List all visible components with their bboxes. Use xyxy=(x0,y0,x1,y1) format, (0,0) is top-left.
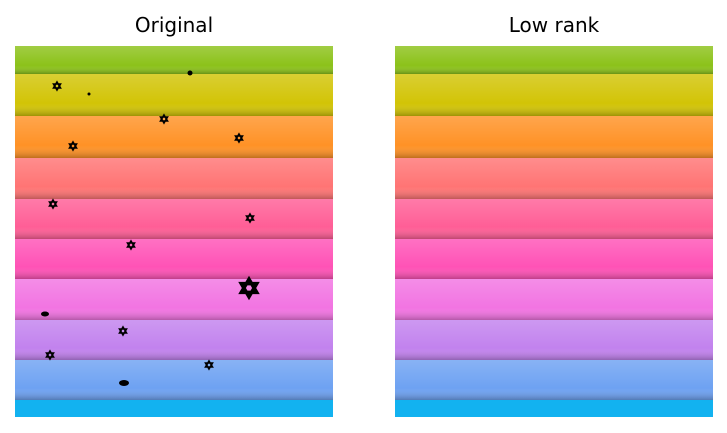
low-rank-image xyxy=(395,46,713,417)
panel-title: Low rank xyxy=(509,13,600,37)
panel-title: Original xyxy=(135,13,213,37)
corruption-marks xyxy=(41,70,259,386)
original-image xyxy=(15,46,333,417)
